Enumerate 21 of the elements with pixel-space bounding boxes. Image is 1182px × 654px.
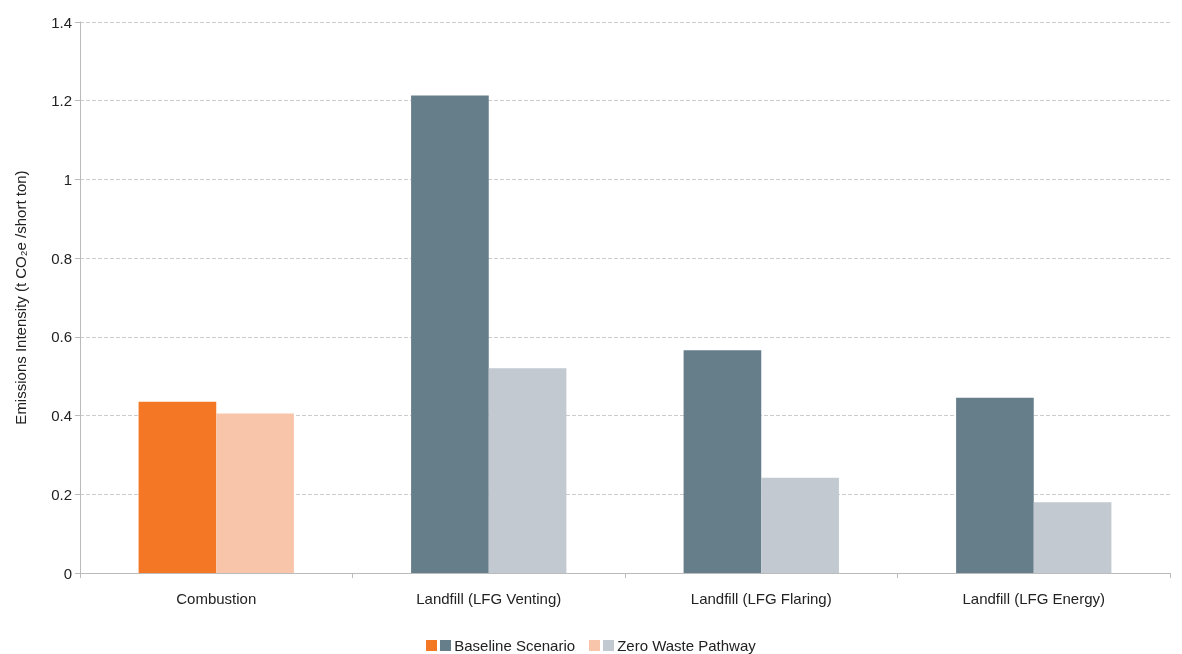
bar <box>683 350 762 573</box>
bar <box>138 401 217 573</box>
y-tick-label: 0.8 <box>51 249 72 267</box>
bar <box>216 413 294 573</box>
x-tick-label: Landfill (LFG Flaring) <box>690 590 832 607</box>
legend-label: Zero Waste Pathway <box>617 637 756 654</box>
y-tick-label: 1.4 <box>51 13 72 31</box>
y-tick-label: 0.6 <box>51 328 72 346</box>
x-tick-label: Landfill (LFG Energy) <box>962 590 1106 607</box>
y-tick-label: 0 <box>63 564 72 582</box>
y-tick-label: 0.4 <box>51 407 72 425</box>
bar <box>411 95 489 573</box>
y-tick-label: 1 <box>63 170 72 188</box>
x-tick-label: Landfill (LFG Venting) <box>416 590 562 607</box>
x-tick-label: Combustion <box>176 590 257 607</box>
y-tick-label: 0.2 <box>51 485 72 503</box>
legend-label: Baseline Scenario <box>454 637 576 654</box>
y-tick-label: 1.2 <box>51 92 72 110</box>
bar <box>1033 502 1112 573</box>
bar <box>956 397 1034 573</box>
y-axis-title: Emissions Intensity (t CO₂e /short ton) <box>12 170 29 425</box>
